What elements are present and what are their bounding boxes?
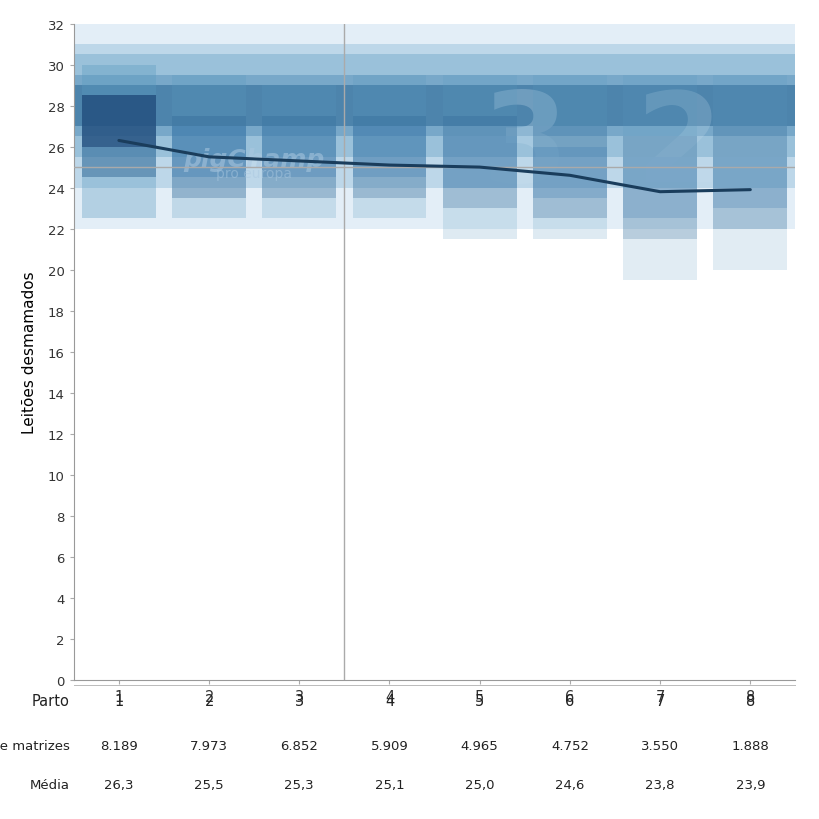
Bar [82, 96, 156, 178]
Y-axis label: Leitões desmamados: Leitões desmamados [21, 271, 37, 433]
Bar [74, 45, 794, 188]
Bar [622, 75, 696, 280]
Text: 5: 5 [474, 693, 484, 708]
Text: 4.965: 4.965 [460, 739, 498, 752]
Bar [74, 86, 794, 127]
Text: 6.852: 6.852 [280, 739, 318, 752]
Bar [352, 75, 426, 219]
Bar [172, 127, 246, 178]
Text: 8.189: 8.189 [100, 739, 138, 752]
Text: 4.752: 4.752 [550, 739, 588, 752]
Text: 4: 4 [384, 693, 394, 708]
Bar [713, 75, 786, 270]
Text: 2: 2 [204, 693, 214, 708]
Bar [74, 25, 794, 229]
Bar [352, 127, 426, 178]
Text: 23,9: 23,9 [735, 778, 764, 791]
Text: 1.888: 1.888 [731, 739, 768, 752]
Text: 2: 2 [634, 87, 721, 208]
Bar [352, 116, 426, 198]
Text: Parto: Parto [32, 693, 70, 708]
Bar [262, 127, 336, 178]
Text: 5.909: 5.909 [370, 739, 408, 752]
Text: pro europa: pro europa [216, 167, 292, 181]
Text: 25,3: 25,3 [284, 778, 314, 791]
Bar [442, 116, 516, 209]
Bar [622, 157, 696, 219]
Text: pigChamp: pigChamp [183, 147, 324, 172]
Text: Média: Média [29, 778, 70, 791]
Text: 25,0: 25,0 [464, 778, 494, 791]
Text: 25,5: 25,5 [194, 778, 224, 791]
Bar [713, 127, 786, 229]
Text: 7.973: 7.973 [190, 739, 228, 752]
Text: 1: 1 [114, 693, 124, 708]
Bar [82, 66, 156, 219]
Bar [713, 157, 786, 209]
Text: 25,1: 25,1 [374, 778, 404, 791]
Text: 23,8: 23,8 [645, 778, 674, 791]
Text: 3.550: 3.550 [640, 739, 678, 752]
Text: 26,3: 26,3 [104, 778, 133, 791]
Bar [262, 116, 336, 198]
Bar [262, 86, 336, 219]
Text: 6: 6 [564, 693, 574, 708]
Text: 3: 3 [294, 693, 304, 708]
Bar [74, 55, 794, 157]
Bar [622, 137, 696, 239]
Bar [532, 127, 606, 219]
Text: 8: 8 [744, 693, 754, 708]
Bar [172, 75, 246, 219]
Text: 24,6: 24,6 [554, 778, 584, 791]
Bar [442, 137, 516, 188]
Bar [172, 116, 246, 198]
Text: 7: 7 [654, 693, 664, 708]
Text: 3: 3 [481, 87, 568, 208]
Bar [532, 75, 606, 239]
Bar [74, 75, 794, 137]
Bar [532, 147, 606, 198]
Text: Nº de matrizes: Nº de matrizes [0, 739, 70, 752]
Bar [82, 96, 156, 147]
Bar [442, 75, 516, 239]
